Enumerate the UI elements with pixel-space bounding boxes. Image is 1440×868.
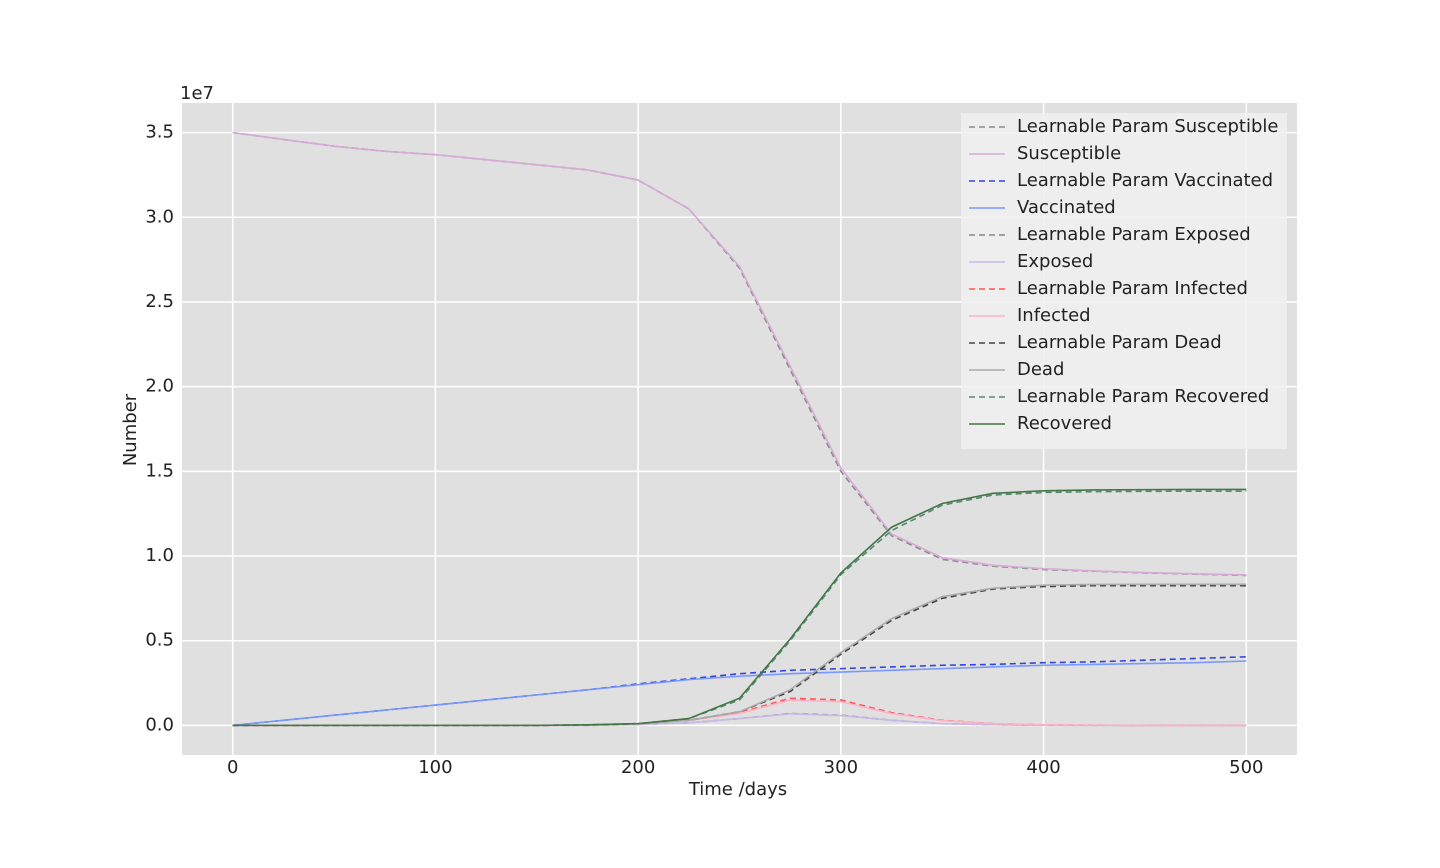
legend-label: Infected	[1017, 305, 1091, 326]
legend-label: Susceptible	[1017, 143, 1121, 164]
legend-label: Dead	[1017, 359, 1064, 380]
y-tick-label: 0.0	[145, 714, 174, 735]
legend-label: Learnable Param Susceptible	[1017, 116, 1279, 137]
x-tick-label: 500	[1229, 757, 1263, 778]
y-tick-label: 1.5	[145, 460, 174, 481]
series-line	[232, 131, 1247, 576]
series-line	[232, 488, 1247, 727]
legend-label: Learnable Param Infected	[1017, 278, 1248, 299]
series-line	[232, 660, 1247, 727]
legend-label: Exposed	[1017, 251, 1093, 272]
x-tick-label: 100	[418, 757, 452, 778]
legend-label: Learnable Param Vaccinated	[1017, 170, 1273, 191]
legend-label: Vaccinated	[1017, 197, 1116, 218]
y-axis-label: Number	[120, 393, 141, 466]
y-tick-label: 2.0	[145, 376, 174, 397]
x-axis-label: Time /days	[688, 779, 787, 800]
x-tick-label: 400	[1026, 757, 1060, 778]
legend-box	[961, 113, 1287, 449]
legend-label: Learnable Param Dead	[1017, 332, 1222, 353]
series-line	[232, 490, 1247, 727]
y-tick-label: 0.5	[145, 630, 174, 651]
y-tick-label: 3.5	[145, 122, 174, 143]
legend-label: Learnable Param Recovered	[1017, 386, 1269, 407]
legend-label: Recovered	[1017, 413, 1112, 434]
y-tick-label: 1.0	[145, 545, 174, 566]
legend-label: Learnable Param Exposed	[1017, 224, 1251, 245]
y-tick-label: 3.0	[145, 206, 174, 227]
offset-label: 1e7	[180, 83, 214, 104]
y-tick-label: 2.5	[145, 291, 174, 312]
x-tick-label: 300	[824, 757, 858, 778]
x-tick-label: 200	[621, 757, 655, 778]
x-tick-label: 0	[227, 757, 238, 778]
